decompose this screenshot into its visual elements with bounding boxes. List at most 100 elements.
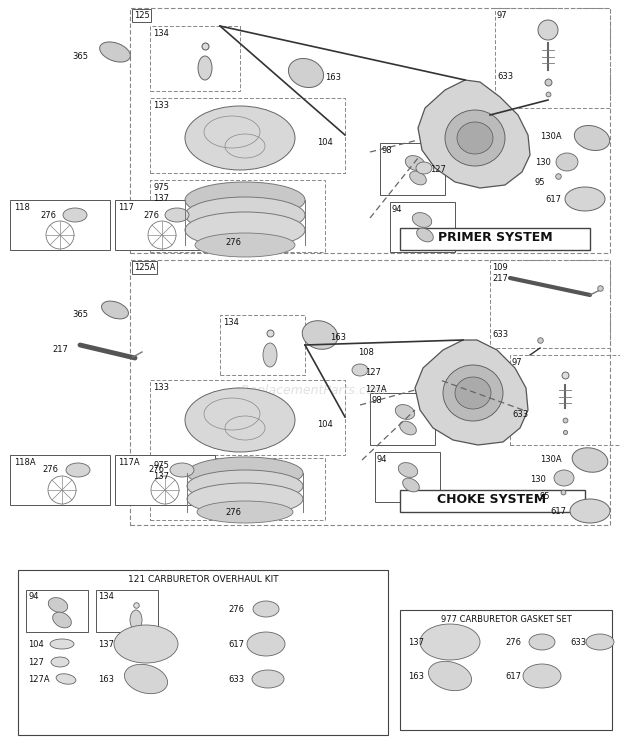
Text: 130: 130 [535,158,551,167]
Ellipse shape [398,463,418,478]
Text: 276: 276 [42,465,58,474]
Ellipse shape [396,405,415,420]
Ellipse shape [410,171,427,185]
Text: 977 CARBURETOR GASKET SET: 977 CARBURETOR GASKET SET [441,615,572,624]
Bar [115,200,215,250]
Ellipse shape [63,208,87,222]
Ellipse shape [100,42,130,62]
Bar [150,26,240,91]
Bar [10,200,110,250]
Ellipse shape [288,59,324,88]
Ellipse shape [556,153,578,171]
Ellipse shape [445,110,505,166]
Polygon shape [415,340,528,445]
Text: 276: 276 [40,211,56,220]
Ellipse shape [416,162,432,174]
Text: 97: 97 [512,358,523,367]
Ellipse shape [570,499,610,523]
Bar [150,380,345,455]
Bar [380,143,445,195]
Bar [390,202,455,252]
Bar [130,8,610,253]
Ellipse shape [523,664,561,688]
Text: 276: 276 [143,211,159,220]
Ellipse shape [51,657,69,667]
Ellipse shape [53,612,71,628]
Ellipse shape [102,301,128,319]
Text: 365: 365 [72,310,88,319]
Text: 633: 633 [570,638,586,647]
Ellipse shape [457,122,493,154]
Ellipse shape [165,208,189,222]
Text: 163: 163 [408,672,424,681]
Ellipse shape [405,155,425,170]
Ellipse shape [185,197,305,233]
Text: 633: 633 [228,675,244,684]
Text: 276: 276 [148,465,164,474]
Text: 104: 104 [317,138,333,147]
Ellipse shape [428,661,472,690]
Text: 127A: 127A [365,385,387,394]
Text: 217: 217 [52,345,68,354]
Text: 109: 109 [492,263,508,272]
Text: eReplacementParts.com: eReplacementParts.com [234,383,386,397]
Text: 276: 276 [225,508,241,517]
Text: PRIMER SYSTEM: PRIMER SYSTEM [438,231,552,244]
Bar [375,452,440,502]
Text: 108: 108 [358,348,374,357]
Ellipse shape [302,321,338,349]
Ellipse shape [197,501,293,523]
Text: 127: 127 [365,368,381,377]
Ellipse shape [412,213,432,228]
Text: 95: 95 [535,178,546,187]
Text: 365: 365 [72,52,88,61]
Text: 95: 95 [540,492,551,501]
Bar [510,355,620,445]
Text: 163: 163 [330,333,346,342]
Ellipse shape [50,639,74,649]
Ellipse shape [56,674,76,684]
Bar [490,260,610,348]
Ellipse shape [417,228,433,242]
Ellipse shape [402,478,419,492]
Bar [150,180,325,252]
Bar [10,455,110,505]
Bar [115,455,215,505]
Text: 104: 104 [28,640,44,649]
Text: 134: 134 [153,29,169,38]
Polygon shape [418,80,530,188]
Bar [400,228,590,250]
Ellipse shape [187,457,303,489]
Text: 127: 127 [430,165,446,174]
Ellipse shape [198,56,212,80]
Text: 104: 104 [317,420,333,429]
Text: 276: 276 [228,605,244,614]
Text: 130: 130 [530,475,546,484]
Text: 127: 127 [28,658,44,667]
Text: 137: 137 [153,194,169,203]
Text: 98: 98 [382,146,392,155]
Ellipse shape [247,632,285,656]
Text: 163: 163 [98,675,114,684]
Bar [96,590,158,632]
Text: 118A: 118A [14,458,35,467]
Text: 134: 134 [98,592,114,601]
Ellipse shape [252,670,284,688]
Text: 217: 217 [492,274,508,283]
Text: 121 CARBURETOR OVERHAUL KIT: 121 CARBURETOR OVERHAUL KIT [128,575,278,584]
Ellipse shape [185,182,305,218]
Ellipse shape [538,20,558,40]
Ellipse shape [352,364,368,376]
Text: 130A: 130A [540,455,562,464]
Text: CHOKE SYSTEM: CHOKE SYSTEM [438,493,547,506]
Ellipse shape [114,625,178,663]
Ellipse shape [443,365,503,421]
Text: 117: 117 [118,203,134,212]
Text: 117A: 117A [118,458,140,467]
Bar [18,570,388,735]
Text: 617: 617 [505,672,521,681]
Ellipse shape [195,233,295,257]
Text: 137: 137 [153,472,169,481]
Ellipse shape [170,463,194,477]
Ellipse shape [185,106,295,170]
